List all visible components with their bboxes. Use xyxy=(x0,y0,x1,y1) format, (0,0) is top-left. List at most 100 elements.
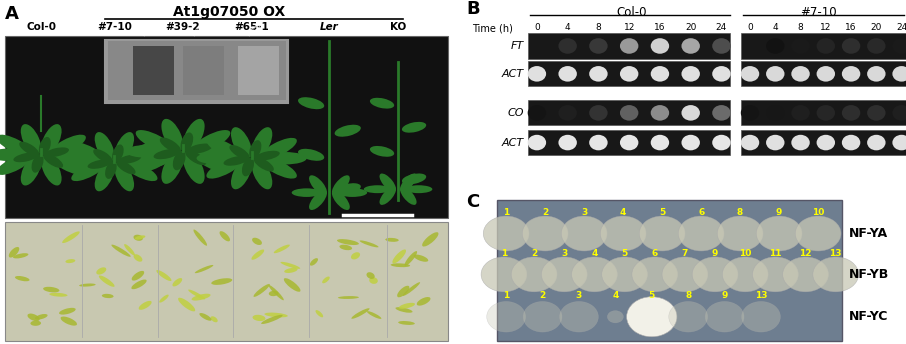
Text: 2: 2 xyxy=(531,249,537,258)
Bar xyxy=(528,33,730,58)
Ellipse shape xyxy=(123,142,158,163)
Ellipse shape xyxy=(651,135,670,150)
Text: 20: 20 xyxy=(685,23,697,32)
Ellipse shape xyxy=(105,161,117,179)
Ellipse shape xyxy=(49,293,68,297)
Ellipse shape xyxy=(62,156,103,168)
Ellipse shape xyxy=(229,145,250,159)
Ellipse shape xyxy=(59,308,76,315)
Ellipse shape xyxy=(264,152,307,164)
Text: 16: 16 xyxy=(654,23,666,32)
Text: #65-1: #65-1 xyxy=(235,22,269,32)
Ellipse shape xyxy=(95,132,114,162)
Ellipse shape xyxy=(196,145,241,158)
Text: 10: 10 xyxy=(812,208,824,217)
Ellipse shape xyxy=(816,135,835,150)
Ellipse shape xyxy=(31,321,41,326)
Ellipse shape xyxy=(0,135,33,156)
Text: 0: 0 xyxy=(534,23,540,32)
Text: #39-2: #39-2 xyxy=(191,20,212,38)
Ellipse shape xyxy=(185,150,207,165)
Ellipse shape xyxy=(172,278,182,287)
Text: 5: 5 xyxy=(659,208,665,217)
Bar xyxy=(497,200,843,341)
Ellipse shape xyxy=(41,124,62,155)
Ellipse shape xyxy=(403,282,420,296)
Ellipse shape xyxy=(620,66,639,82)
Ellipse shape xyxy=(681,38,700,54)
Ellipse shape xyxy=(112,144,123,162)
Text: 24: 24 xyxy=(716,23,728,32)
Ellipse shape xyxy=(265,313,288,318)
Ellipse shape xyxy=(254,157,274,171)
Ellipse shape xyxy=(620,135,639,150)
Bar xyxy=(132,46,174,95)
Ellipse shape xyxy=(651,105,670,121)
Ellipse shape xyxy=(199,313,212,321)
Ellipse shape xyxy=(95,162,114,191)
Ellipse shape xyxy=(99,276,114,287)
Ellipse shape xyxy=(192,130,230,153)
Ellipse shape xyxy=(252,158,273,189)
Ellipse shape xyxy=(718,216,763,251)
Text: A: A xyxy=(5,5,18,23)
Text: 1: 1 xyxy=(501,249,507,258)
Ellipse shape xyxy=(620,105,639,121)
Ellipse shape xyxy=(231,127,252,158)
Ellipse shape xyxy=(867,105,885,121)
Ellipse shape xyxy=(340,245,352,250)
Ellipse shape xyxy=(679,216,724,251)
Ellipse shape xyxy=(422,232,439,247)
Ellipse shape xyxy=(527,105,546,121)
Text: 4: 4 xyxy=(620,208,626,217)
Text: ACT: ACT xyxy=(502,69,524,79)
Ellipse shape xyxy=(766,135,785,150)
Ellipse shape xyxy=(367,272,375,279)
Ellipse shape xyxy=(558,38,577,54)
Text: 1: 1 xyxy=(503,208,509,217)
Ellipse shape xyxy=(370,146,394,157)
Ellipse shape xyxy=(589,38,608,54)
Ellipse shape xyxy=(395,307,412,313)
Ellipse shape xyxy=(161,119,183,151)
Ellipse shape xyxy=(114,132,134,162)
Ellipse shape xyxy=(207,138,243,160)
Ellipse shape xyxy=(269,285,284,300)
Ellipse shape xyxy=(589,105,608,121)
Ellipse shape xyxy=(791,38,810,54)
Ellipse shape xyxy=(602,257,648,292)
Ellipse shape xyxy=(21,124,41,155)
Text: 5: 5 xyxy=(649,291,655,300)
Text: FT: FT xyxy=(511,41,524,51)
Ellipse shape xyxy=(620,38,639,54)
Ellipse shape xyxy=(511,257,557,292)
Ellipse shape xyxy=(766,105,785,121)
Ellipse shape xyxy=(631,257,678,292)
Ellipse shape xyxy=(558,66,577,82)
Ellipse shape xyxy=(131,271,144,281)
Ellipse shape xyxy=(558,105,577,121)
Ellipse shape xyxy=(133,235,143,241)
Ellipse shape xyxy=(712,66,730,82)
Ellipse shape xyxy=(41,155,62,185)
Ellipse shape xyxy=(753,257,798,292)
Ellipse shape xyxy=(867,135,885,150)
Ellipse shape xyxy=(123,161,158,181)
Ellipse shape xyxy=(101,294,113,298)
Ellipse shape xyxy=(315,310,323,317)
Ellipse shape xyxy=(125,145,170,158)
Ellipse shape xyxy=(380,173,396,192)
Ellipse shape xyxy=(187,143,212,154)
Ellipse shape xyxy=(766,66,785,82)
Ellipse shape xyxy=(681,135,700,150)
Text: 10: 10 xyxy=(739,249,751,258)
Text: 11: 11 xyxy=(769,249,782,258)
Ellipse shape xyxy=(231,158,252,189)
Ellipse shape xyxy=(669,301,708,332)
Ellipse shape xyxy=(159,138,181,153)
Ellipse shape xyxy=(274,245,290,253)
Ellipse shape xyxy=(183,119,205,151)
Ellipse shape xyxy=(842,66,861,82)
Ellipse shape xyxy=(337,188,367,197)
Text: 13: 13 xyxy=(830,249,842,258)
